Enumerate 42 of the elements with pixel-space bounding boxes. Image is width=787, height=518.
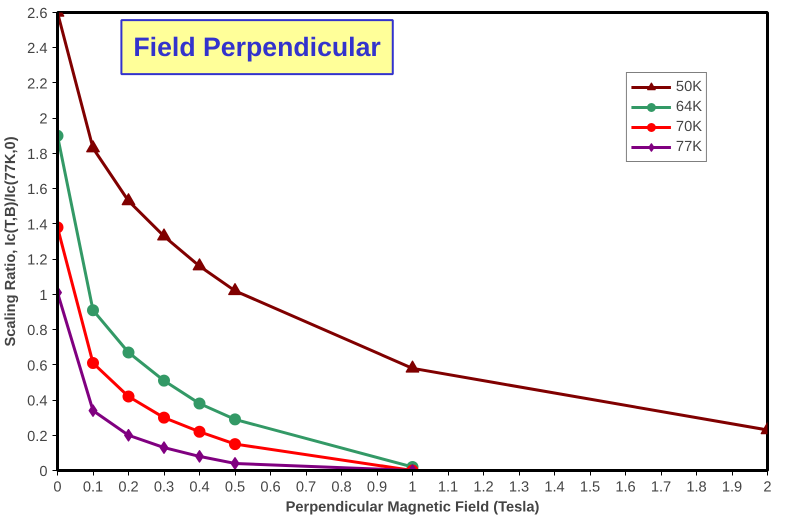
x-tick-label: 1.8 <box>686 480 707 496</box>
y-tick-label: 0 <box>39 464 48 480</box>
x-axis-title: Perpendicular Magnetic Field (Tesla) <box>286 500 540 516</box>
x-tick-label: 0.7 <box>296 480 316 496</box>
y-tick-label: 0.2 <box>27 428 48 445</box>
x-tick-label: 0.9 <box>366 480 388 496</box>
x-tick-label: 1.7 <box>650 480 672 496</box>
x-tick-label: 2 <box>763 480 772 496</box>
x-tick-label: 0 <box>53 480 62 496</box>
y-tick-label: 1.2 <box>27 252 48 269</box>
x-tick-label: 1.9 <box>722 480 742 496</box>
y-tick-label: 1.8 <box>27 146 48 163</box>
y-tick-label: 1 <box>39 288 48 304</box>
y-tick-label: 1.6 <box>27 182 48 198</box>
text: Field Perpendicular <box>133 32 381 62</box>
x-tick-label: 1.4 <box>544 480 565 496</box>
legend-label: 50K <box>676 79 702 95</box>
y-tick-label: 2.6 <box>27 6 48 22</box>
y-tick-label: 2.4 <box>27 41 48 58</box>
x-tick-label: 1.5 <box>580 480 600 496</box>
x-tick-label: 0.5 <box>224 480 246 496</box>
y-tick-label: 0.8 <box>27 323 48 340</box>
y-tick-label: 0.6 <box>27 358 48 374</box>
x-tick-label: 1.3 <box>508 480 530 496</box>
y-tick-label: 1.4 <box>27 217 48 234</box>
x-tick-label: 1.1 <box>438 480 458 496</box>
x-tick-label: 0.6 <box>260 480 281 496</box>
x-tick-label: 0.3 <box>154 480 174 496</box>
x-tick-label: 0.1 <box>82 480 104 496</box>
y-tick-label: 2 <box>39 112 48 128</box>
x-tick-label: 1.2 <box>473 480 494 496</box>
x-tick-label: 0.8 <box>331 480 352 496</box>
x-tick-label: 0.2 <box>118 480 139 496</box>
legend-label: 70K <box>676 119 702 135</box>
y-tick-label: 0.4 <box>27 394 48 410</box>
y-axis-title: Scaling Ratio, Ic(T,B)/Ic(77K,0) <box>3 136 20 347</box>
y-tick-label: 2.2 <box>27 76 48 92</box>
x-tick-label: 0.4 <box>189 480 210 496</box>
legend-label: 77K <box>676 139 702 155</box>
legend-label: 64K <box>676 99 702 115</box>
x-tick-label: 1.6 <box>615 480 636 496</box>
x-tick-label: 1 <box>408 480 417 496</box>
